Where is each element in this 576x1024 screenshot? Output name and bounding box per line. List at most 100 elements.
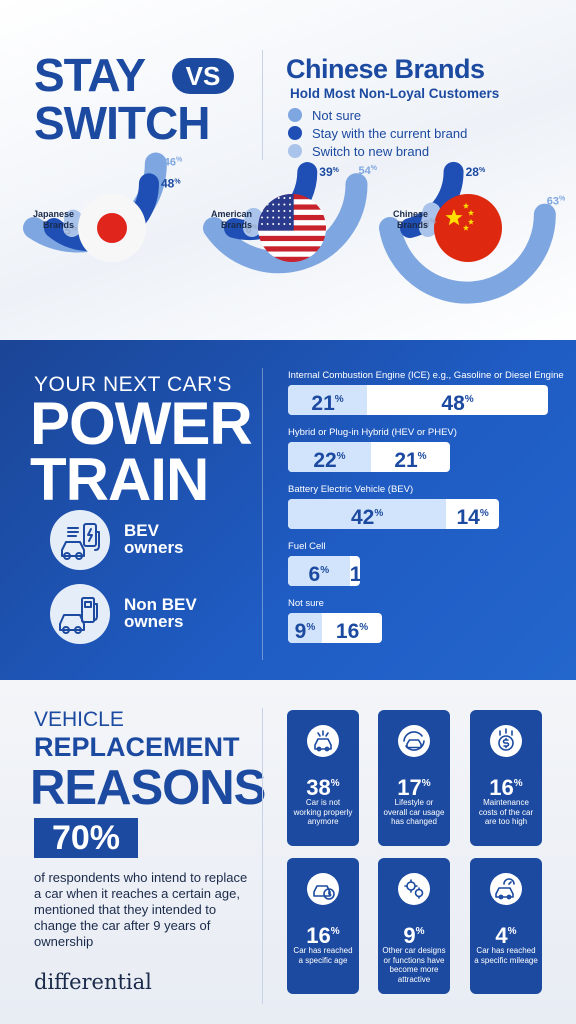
reason-card: 16% Maintenance costs of the car are too … <box>470 710 542 846</box>
reasons-kicker: VEHICLE <box>34 708 124 731</box>
powertrain-section: YOUR NEXT CAR'S POWER TRAIN BEV owners <box>0 340 576 680</box>
japan-flag <box>78 194 146 262</box>
replacement-reasons-section: VEHICLE REPLACEMENT REASONS 70% of respo… <box>0 680 576 1024</box>
powertrain-category-label: Battery Electric Vehicle (BEV) <box>288 484 414 495</box>
reason-card-text: Maintenance costs of the car are too hig… <box>478 798 534 826</box>
brand-label-line: Brands <box>42 220 74 230</box>
brand-loyalty-chart: 46%48%5%54%39%6%63%28%9% <box>23 152 566 304</box>
powertrain-bar-bev-segment <box>288 385 368 415</box>
ev-charging-car-icon <box>50 510 110 570</box>
dollar-coin-icon <box>490 725 522 757</box>
reason-card-value: 17% <box>397 775 431 800</box>
divider <box>262 708 263 1004</box>
powertrain-bar: 9% 16% <box>288 613 383 643</box>
brand-label-line: Japanese <box>32 209 74 219</box>
broken-car-icon <box>307 725 339 757</box>
reasons-title-line1: REPLACEMENT <box>34 732 240 762</box>
powertrain-bar: 42% 14% <box>288 499 499 529</box>
powertrain-kicker: YOUR NEXT CAR'S <box>34 373 232 396</box>
powertrain-category-label: Not sure <box>288 598 324 609</box>
powertrain-value-non-bev: 48% <box>441 392 474 415</box>
powertrain-bar-bev-segment <box>288 499 447 529</box>
reason-card-text: Car has reached a specific age <box>293 946 353 965</box>
powertrain-category-label: Internal Combustion Engine (ICE) e.g., G… <box>288 370 564 381</box>
car-clock-icon <box>307 873 339 905</box>
reason-card: 38% Car is not working properly anymore <box>287 710 359 846</box>
vs-badge: VS <box>172 58 234 94</box>
reason-card-value: 38% <box>306 775 340 800</box>
legend-label: Not sure <box>312 107 362 123</box>
stay-vs-switch-section: STAY VS SWITCH Chinese Brands Hold Most … <box>0 0 576 340</box>
powertrain-bar-bev-segment <box>288 556 350 586</box>
reason-card: 17% Lifestyle or overall car usage has ch… <box>378 710 450 846</box>
bev-owners-label: BEV owners <box>124 522 184 556</box>
reason-card-text: Lifestyle or overall car usage has chang… <box>383 798 445 826</box>
legend-swatch <box>288 126 302 140</box>
radial-bar-switch <box>243 207 263 237</box>
owner-label-line: BEV <box>124 521 159 540</box>
usa-flag <box>258 194 326 262</box>
powertrain-value-non-bev: 16% <box>335 620 369 643</box>
radial-value-label: 63% <box>547 196 566 208</box>
powertrain-value-bev: 42% <box>350 506 384 529</box>
non-bev-owners-label: Non BEV owners <box>124 596 197 630</box>
reason-card: 16% Car has reached a specific age <box>287 858 359 994</box>
radial-value-label: 28% <box>466 165 486 179</box>
legend-label: Stay with the current brand <box>312 125 468 141</box>
reasons-title-line2: REASONS <box>30 761 266 815</box>
brand-label-line: Brands <box>396 220 428 230</box>
differential-logo: differential <box>34 970 152 994</box>
title-switch: SWITCH <box>34 97 210 149</box>
radial-value-label: 39% <box>319 165 339 179</box>
legend-swatch <box>288 108 302 122</box>
brand-label-line: Brands <box>220 220 252 230</box>
title-stay: STAY <box>34 49 146 101</box>
legend-label: Switch to new brand <box>312 143 430 159</box>
reason-card-text: Car is not working properly anymore <box>293 798 353 826</box>
reason-card-text: Car has reached a specific mileage <box>474 946 538 965</box>
reason-card: 4% Car has reached a specific mileage <box>470 858 542 994</box>
radial-value-label: 48% <box>161 176 181 190</box>
powertrain-bar-bev-segment <box>288 613 322 643</box>
legend-item-switch: Switch to new brand <box>288 142 429 160</box>
powertrain-value-non-bev: 14% <box>456 506 489 529</box>
powertrain-value-bev: 6% <box>308 563 330 586</box>
owner-label-line: owners <box>124 538 184 557</box>
powertrain-bar-bev-segment <box>288 442 371 472</box>
legend-item-stay: Stay with the current brand <box>288 124 467 142</box>
china-flag <box>434 194 502 262</box>
radial-value-label: 46% <box>164 157 183 169</box>
powertrain-value-non-bev: 21% <box>394 449 427 472</box>
legend-item-not-sure: Not sure <box>288 106 361 124</box>
key-stat-description: of respondents who intend to replace a c… <box>34 870 248 949</box>
divider <box>262 368 263 660</box>
brand-label-chinese: Chinese Brands <box>368 209 428 231</box>
radial-value-label: 54% <box>359 165 378 177</box>
owner-label-line: owners <box>124 612 184 631</box>
powertrain-bar: 22% 21% <box>288 442 451 472</box>
powertrain-bar: 21% 48% <box>288 385 548 415</box>
radial-bar-switch <box>63 209 83 237</box>
legend-swatch <box>288 144 302 158</box>
car-cycle-icon <box>398 725 430 757</box>
reason-card-text: Other car designs or functions have beco… <box>382 946 446 984</box>
reason-card: 9% Other car designs or functions have be… <box>378 858 450 994</box>
powertrain-value-bev: 22% <box>313 449 346 472</box>
car-odometer-icon <box>490 873 522 905</box>
radial-bar-not-sure <box>379 203 556 304</box>
reason-card-value: 4% <box>495 923 517 948</box>
brand-radial-group: 46%48%5% <box>23 152 183 262</box>
brand-radial-group: 54%39%6% <box>203 162 378 274</box>
brand-radial-group: 63%28%9% <box>379 161 566 304</box>
chart-title: Chinese Brands <box>286 54 485 84</box>
powertrain-value-bev: 21% <box>311 392 344 415</box>
car-gears-icon <box>398 873 430 905</box>
chart-subtitle: Hold Most Non-Loyal Customers <box>290 86 500 101</box>
powertrain-title-line2: TRAIN <box>30 446 209 513</box>
owner-label-line: Non BEV <box>124 595 197 614</box>
powertrain-value-non-bev: 1% <box>349 563 360 586</box>
brand-label-line: American <box>210 209 252 219</box>
brand-label-japanese: Japanese Brands <box>14 209 74 231</box>
reason-card-value: 16% <box>306 923 340 948</box>
reason-card-value: 16% <box>489 775 523 800</box>
